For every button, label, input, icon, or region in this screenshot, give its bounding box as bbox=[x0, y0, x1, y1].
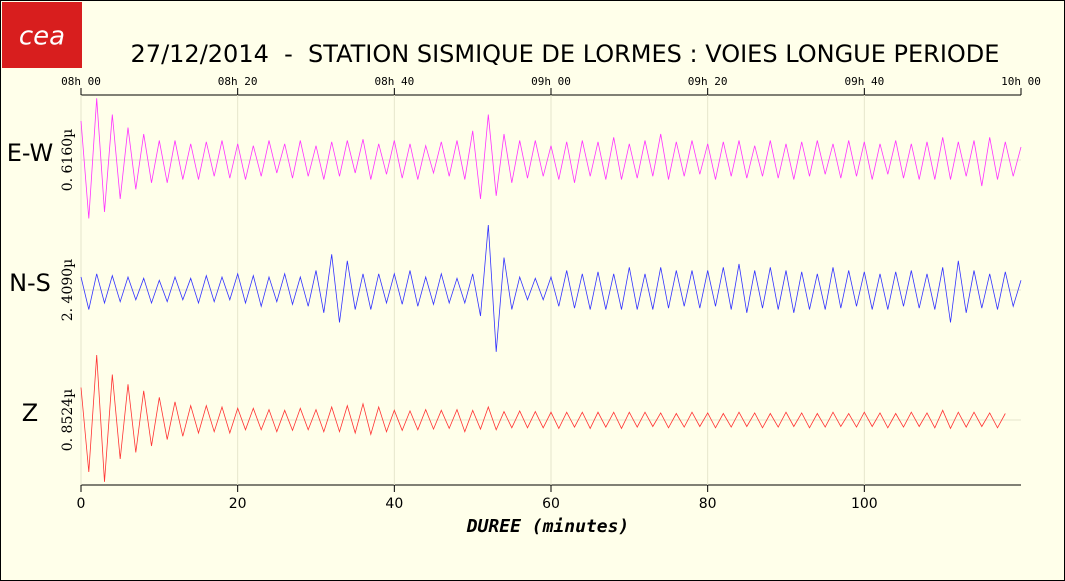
trace bbox=[80, 224, 1022, 352]
x-tick-label: 40 bbox=[385, 496, 403, 512]
x2-tick-label: 09h 00 bbox=[531, 75, 571, 88]
x2-tick-label: 08h 00 bbox=[61, 75, 101, 88]
chart-title: 27/12/2014 - STATION SISMIQUE DE LORMES … bbox=[131, 40, 1000, 68]
x2-tick-label: 10h 00 bbox=[1001, 75, 1041, 88]
x2-tick-label: 09h 40 bbox=[844, 75, 884, 88]
x-tick-label: 20 bbox=[229, 496, 247, 512]
trace bbox=[80, 354, 1006, 482]
logo: cea bbox=[19, 22, 65, 52]
channel-name: N-S bbox=[9, 269, 51, 297]
scale-label: 0. 6160µ bbox=[60, 129, 76, 192]
channel-name: Z bbox=[22, 399, 38, 427]
logo-box bbox=[2, 2, 82, 68]
x2-tick-label: 08h 20 bbox=[218, 75, 258, 88]
x-tick-label: 80 bbox=[699, 496, 717, 512]
x-tick-label: 100 bbox=[851, 496, 878, 512]
x2-tick-label: 09h 20 bbox=[688, 75, 728, 88]
scale-label: 0. 8524µ bbox=[60, 389, 76, 452]
trace bbox=[80, 98, 1022, 219]
x2-tick-label: 08h 40 bbox=[374, 75, 414, 88]
x-tick-label: 0 bbox=[77, 496, 86, 512]
channel-name: E-W bbox=[7, 139, 54, 167]
x-axis-label: DUREE (minutes) bbox=[466, 516, 630, 537]
x-tick-label: 60 bbox=[542, 496, 560, 512]
scale-label: 2. 4090µ bbox=[60, 259, 76, 322]
